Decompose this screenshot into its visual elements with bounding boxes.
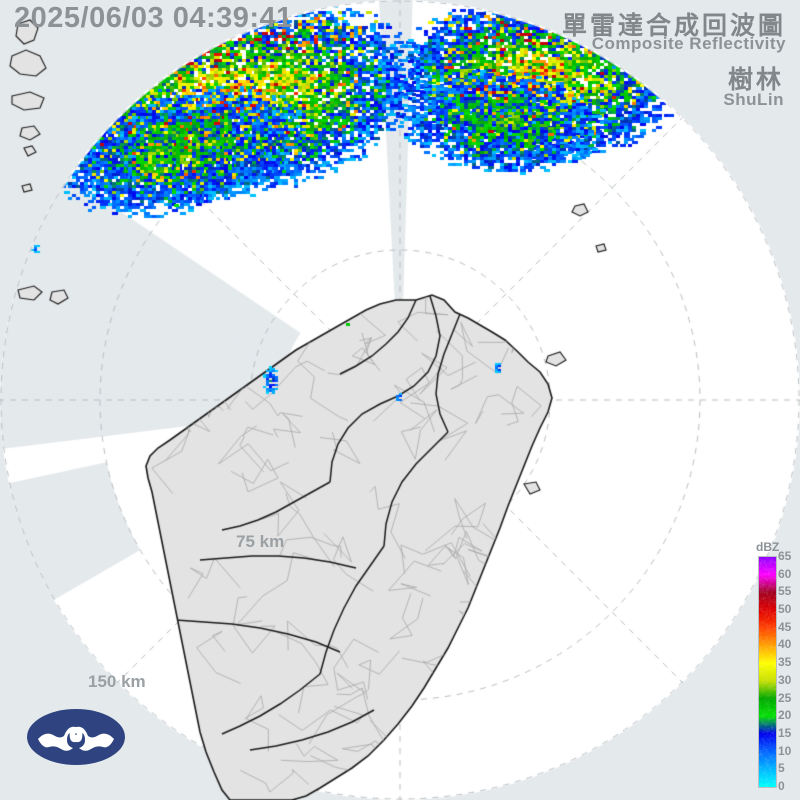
legend-color-bar: [758, 556, 777, 788]
legend-tick-50: 50: [778, 603, 791, 615]
product-title-english: Composite Reflectivity: [592, 34, 786, 54]
legend-tick-35: 35: [778, 656, 791, 668]
legend-tick-10: 10: [778, 745, 791, 757]
station-name-english: ShuLin: [723, 90, 784, 110]
timestamp-label: 2025/06/03 04:39:41: [14, 2, 293, 35]
legend-tick-25: 25: [778, 692, 791, 704]
range-ring-label-75km: 75 km: [236, 532, 284, 552]
range-ring-label-150km: 150 km: [88, 672, 146, 692]
legend-tick-5: 5: [778, 762, 785, 774]
legend-tick-30: 30: [778, 674, 791, 686]
legend-tick-60: 60: [778, 568, 791, 580]
legend-tick-45: 45: [778, 621, 791, 633]
legend-tick-55: 55: [778, 585, 791, 597]
cwa-logo: [26, 706, 126, 768]
legend-tick-40: 40: [778, 638, 791, 650]
legend-tick-15: 15: [778, 727, 791, 739]
legend-tick-0: 0: [778, 780, 785, 792]
legend-tick-65: 65: [778, 550, 791, 562]
legend-tick-labels: 65 60 55 50 45 40 35 30 25 20 15 10 5 0: [778, 548, 798, 794]
legend-unit-label: dBZ: [756, 540, 779, 554]
legend-tick-20: 20: [778, 709, 791, 721]
radar-display: 2025/06/03 04:39:41 單雷達合成回波圖 Composite R…: [0, 0, 800, 800]
dbz-color-legend: dBZ 65 60 55 50 45 40 35 30 25 20 15 10 5 0: [754, 540, 798, 794]
